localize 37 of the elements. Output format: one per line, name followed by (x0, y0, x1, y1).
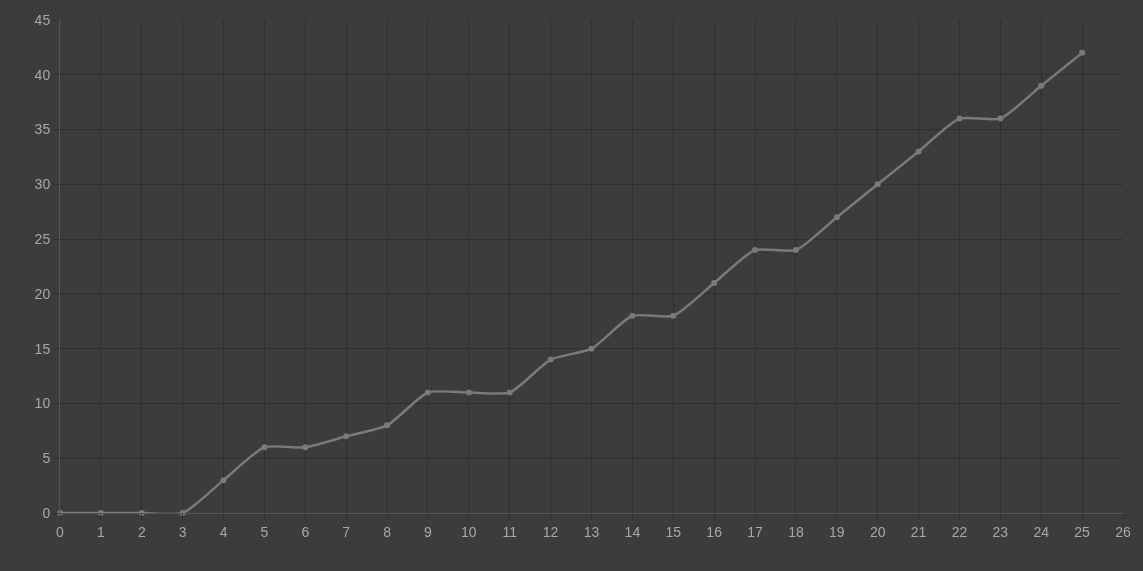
y-tick-label: 15 (34, 340, 51, 357)
x-tick-label: 10 (461, 523, 477, 540)
x-tick-label: 25 (1074, 523, 1091, 540)
y-tick-label: 10 (34, 395, 51, 412)
x-tick-label: 24 (1033, 523, 1050, 540)
x-tick-label: 11 (502, 523, 518, 540)
x-tick-label: 3 (178, 523, 187, 540)
x-tick-label: 4 (219, 523, 228, 540)
y-tick-label: 35 (34, 121, 51, 138)
x-tick-label: 21 (910, 523, 927, 540)
x-tick-label: 13 (583, 523, 600, 540)
y-tick-label: 5 (42, 450, 51, 467)
x-tick-label: 22 (951, 523, 968, 540)
x-tick-label: 20 (869, 523, 886, 540)
y-tick-label: 45 (34, 11, 51, 28)
x-tick-label: 17 (747, 523, 764, 540)
x-tick-label: 23 (992, 523, 1009, 540)
x-tick-label: 16 (706, 523, 723, 540)
x-tick-label: 8 (383, 523, 392, 540)
x-tick-label: 18 (788, 523, 804, 540)
x-tick-label: 14 (624, 523, 641, 540)
x-tick-label: 26 (1115, 523, 1131, 540)
x-tick-label: 9 (424, 523, 433, 540)
x-tick-label: 6 (301, 523, 310, 540)
x-tick-label: 1 (96, 523, 105, 540)
y-tick-label: 30 (34, 176, 51, 193)
x-tick-label: 15 (665, 523, 682, 540)
x-tick-label: 7 (342, 523, 351, 540)
y-tick-label: 20 (34, 285, 51, 302)
x-tick-label: 0 (56, 523, 65, 540)
x-tick-label: 5 (260, 523, 269, 540)
y-tick-label: 0 (42, 504, 51, 521)
x-tick-label: 2 (137, 523, 146, 540)
y-tick-label: 25 (34, 231, 51, 248)
y-tick-label: 40 (34, 66, 51, 83)
x-tick-label: 19 (829, 523, 845, 540)
x-tick-label: 12 (542, 523, 559, 540)
